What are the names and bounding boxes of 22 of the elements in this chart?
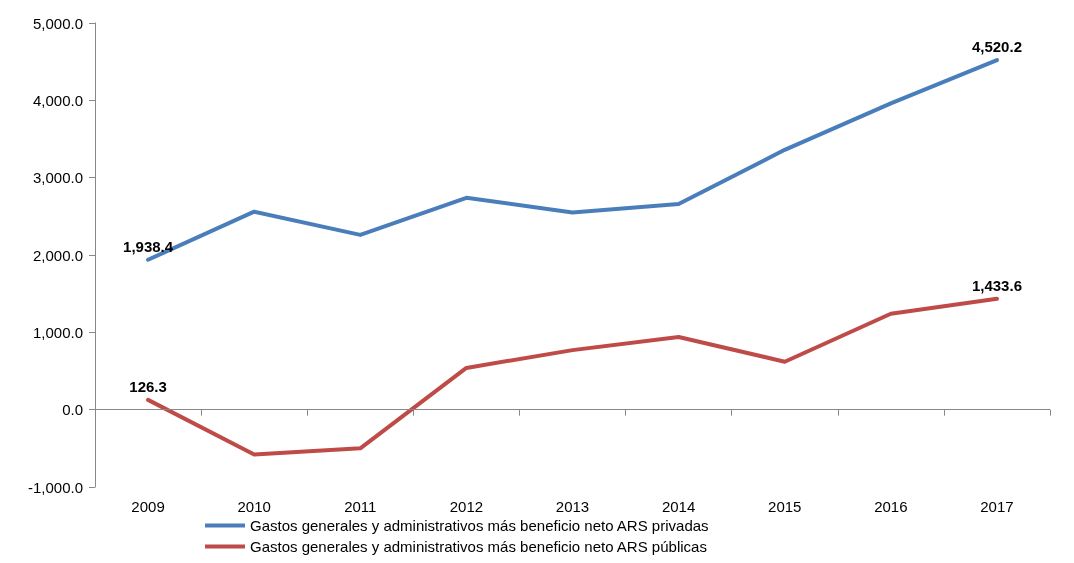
y-tick-label: 0.0: [62, 401, 83, 419]
x-tick-label: 2016: [874, 498, 908, 515]
x-tick-label: 2013: [555, 498, 590, 515]
y-tick-label: 5,000.0: [32, 14, 83, 32]
y-tick-label: 4,000.0: [32, 91, 83, 109]
legend-label: Gastos generales y administrativos más beneficio neto ARS privadas: [250, 517, 709, 534]
x-tick-label: 2012: [449, 498, 484, 515]
x-tick-label: 2017: [980, 498, 1014, 515]
x-tick-label: 2010: [237, 498, 271, 515]
y-tick-label: -1,000.0: [27, 478, 83, 496]
x-tick-label: 2014: [661, 498, 696, 515]
x-tick-label: 2011: [344, 498, 377, 515]
data-label: 4,520.2: [971, 38, 1022, 56]
x-tick-label: 2015: [768, 498, 802, 515]
x-tick-label: 2009: [131, 498, 165, 515]
y-tick-label: 3,000.0: [32, 169, 83, 187]
data-label: 1,433.6: [971, 276, 1022, 294]
data-label: 126.3: [129, 377, 167, 395]
data-label: 1,938.4: [123, 237, 174, 255]
legend-label: Gastos generales y administrativos más beneficio neto ARS públicas: [250, 538, 707, 555]
y-tick-label: 1,000.0: [32, 323, 83, 341]
y-tick-label: 2,000.0: [32, 246, 83, 264]
